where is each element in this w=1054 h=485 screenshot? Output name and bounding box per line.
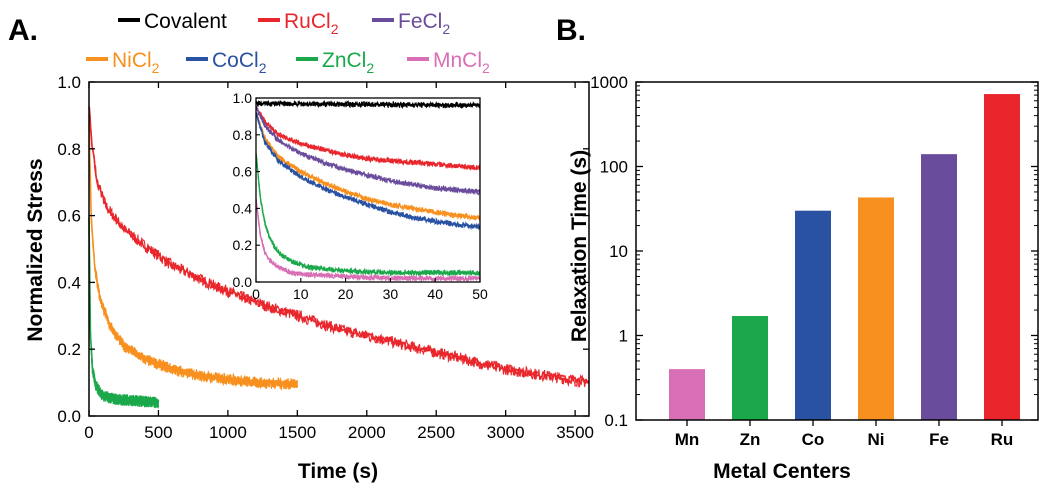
series-line-RuCl2 [88,106,590,386]
inset-series-CoCl2 [255,112,481,230]
plot-b: Mn Zn Co Ni Fe Ru 0.1 1 10 100 1000 [590,73,1039,449]
x-tick-label: 3500 [556,423,594,442]
inset-x-tick-label: 10 [293,286,309,302]
y-tick-label: 1 [619,327,628,346]
legend-label: FeCl2 [398,10,450,37]
y-axis-title-b: Relaxation Time (s) [568,150,591,342]
category-label: Ru [991,430,1014,449]
bar-Zn [732,316,768,420]
inset-x-tick-label: 20 [338,286,354,302]
legend-a: Covalent RuCl2 FeCl2 NiCl2 CoCl2 ZnCl2 MnCl2 [86,10,490,76]
inset-x-tick-label: 30 [383,286,399,302]
inset-series-ZnCl2 [255,153,481,276]
inset-series-CoCl2 [255,112,481,231]
series-line-ZnCl2 [88,217,160,407]
x-axis-title-a: Time (s) [298,460,378,483]
x-tick-label: 1500 [278,423,316,442]
inset-series-RuCl2 [255,105,481,170]
y-axis-title-a: Normalized Stress [24,158,47,341]
inset-y-tick-label: 0.4 [233,200,253,216]
bar-Mn [669,369,705,420]
x-tick-label: 0 [84,423,93,442]
y-tick-label: 0.1 [604,411,628,430]
x-axis-title-b: Metal Centers [713,460,851,483]
legend-label: CoCl2 [212,49,267,76]
plot-frame-a [88,81,590,417]
y-tick-label: 1.0 [57,73,81,92]
inset-x-tick-label: 50 [472,286,488,302]
y-tick-label: 0.4 [57,273,81,292]
inset-y-tick-label: 0.6 [233,164,253,180]
inset-frame [255,97,481,283]
inset-x-tick-label: 0 [252,286,260,302]
inset-y-tick-label: 0.0 [233,274,253,290]
legend-label: NiCl2 [112,49,160,76]
inset-series-FeCl2 [255,106,481,195]
category-label: Fe [929,430,949,449]
y-tick-label: 0.8 [57,140,81,159]
x-tick-label: 3000 [487,423,525,442]
inset-y-tick-label: 0.8 [233,127,253,143]
inset-x-tick-label: 40 [427,286,443,302]
inset-series-NiCl2 [255,112,481,220]
category-label: Ni [868,430,885,449]
panel-a-label: A. [8,14,38,47]
bar-Co [795,210,831,420]
y-tick-label: 0.2 [57,340,81,359]
y-tick-label: 0.0 [57,407,81,426]
x-tick-label: 2000 [348,423,386,442]
bar-Fe [921,154,957,421]
inset-y-tick-label: 1.0 [233,90,253,106]
series-line-NiCl2 [88,122,299,388]
bar-Ni [858,197,894,420]
category-label: Mn [675,430,700,449]
x-tick-label: 2500 [417,423,455,442]
inset-plot: 0 10 20 30 40 50 0.0 0.2 0.4 0.6 0.8 1.0 [233,90,488,302]
inset-series-Covalent [255,100,481,109]
plot-a: 0 500 1000 1500 2000 2500 3000 35000.00.20.40.6… [57,73,594,442]
bar-Ru [984,94,1020,420]
inset-y-tick-label: 0.2 [233,237,253,253]
category-label: Co [802,430,825,449]
panel-b-label: B. [556,14,586,47]
legend-label: RuCl2 [284,10,339,37]
category-label: Zn [740,430,761,449]
inset-series-MnCl2 [255,198,481,282]
legend-label: MnCl2 [433,49,490,76]
legend-label: ZnCl2 [322,49,374,76]
y-tick-label: 10 [609,242,628,261]
x-tick-label: 1000 [209,423,247,442]
y-tick-label: 0.6 [57,207,81,226]
inset-background [256,98,480,282]
y-tick-label: 1000 [590,73,628,92]
legend-label: Covalent [144,10,227,33]
y-tick-label: 100 [600,158,628,177]
x-tick-label: 500 [144,423,172,442]
